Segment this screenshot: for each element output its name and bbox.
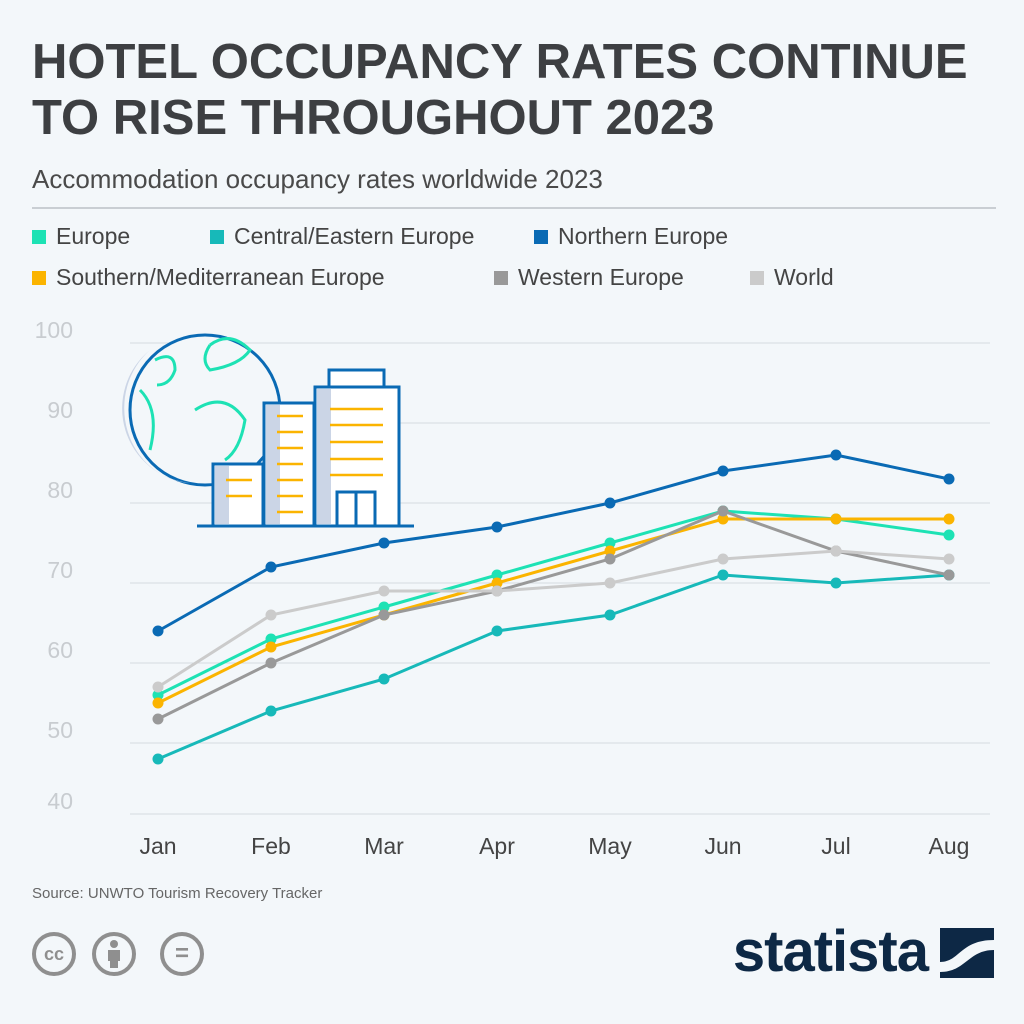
data-point	[152, 697, 164, 709]
data-point	[717, 569, 729, 581]
x-tick-label: May	[588, 833, 632, 859]
data-point	[943, 513, 955, 525]
data-point	[491, 577, 503, 589]
legend-item: Western Europe	[494, 264, 684, 291]
data-point	[943, 553, 955, 565]
y-tick-label: 80	[47, 477, 73, 503]
series-line	[157, 573, 950, 761]
data-point	[378, 537, 390, 549]
no-derivatives-icon: =	[160, 932, 204, 976]
y-tick-label: 90	[47, 397, 73, 423]
source-note: Source: UNWTO Tourism Recovery Tracker	[32, 885, 323, 902]
data-point	[604, 537, 616, 549]
page-title: HOTEL OCCUPANCY RATES CONTINUE TO RISE T…	[32, 35, 968, 145]
legend-swatch	[494, 270, 508, 285]
legend-label: Northern Europe	[558, 223, 729, 249]
data-point	[830, 513, 842, 525]
series-line	[157, 509, 950, 697]
data-point	[152, 681, 164, 693]
data-point	[152, 753, 164, 765]
data-point	[152, 625, 164, 637]
series-southern-mediterranean-europe	[152, 513, 955, 709]
x-tick-label: Aug	[929, 833, 970, 859]
series-line	[157, 509, 950, 721]
series-line	[157, 453, 950, 633]
x-tick-label: Jun	[704, 833, 741, 859]
legend-item: Europe	[32, 223, 130, 250]
data-point	[491, 569, 503, 581]
data-point	[152, 689, 164, 701]
data-point	[830, 449, 842, 461]
data-point	[717, 505, 729, 517]
legend-swatch	[32, 229, 46, 244]
data-point	[491, 585, 503, 597]
data-point	[378, 601, 390, 613]
series-europe	[152, 505, 955, 701]
x-tick-label: Feb	[251, 833, 291, 859]
legend-item: Central/Eastern Europe	[210, 223, 474, 250]
divider	[32, 207, 996, 209]
data-point	[265, 641, 277, 653]
legend-item: Southern/Mediterranean Europe	[32, 264, 385, 291]
series-line	[157, 517, 949, 705]
hotel-globe-illustration	[122, 333, 414, 528]
legend-item: Northern Europe	[534, 223, 728, 250]
legend-label: Western Europe	[518, 264, 684, 290]
x-tick-label: Jan	[139, 833, 176, 859]
data-point	[717, 513, 729, 525]
data-point	[152, 713, 164, 725]
subtitle: Accommodation occupancy rates worldwide …	[32, 164, 603, 194]
header: HOTEL OCCUPANCY RATES CONTINUE TO RISE T…	[32, 34, 1022, 303]
x-tick-label: Apr	[479, 833, 515, 859]
legend-label: Southern/Mediterranean Europe	[56, 264, 385, 290]
data-point	[943, 473, 955, 485]
data-point	[491, 625, 503, 637]
data-point	[717, 465, 729, 477]
legend-swatch	[750, 270, 764, 285]
data-point	[265, 561, 277, 573]
legend-swatch	[534, 229, 548, 244]
data-point	[265, 705, 277, 717]
data-point	[604, 545, 616, 557]
attribution-icon	[92, 932, 136, 976]
statista-logo: statista	[732, 918, 929, 985]
data-point	[943, 569, 955, 581]
y-tick-label: 60	[47, 637, 73, 663]
legend-swatch	[210, 229, 224, 244]
series-northern-europe	[152, 449, 955, 637]
legend: Europe Central/Eastern Europe Northern Eur…	[32, 223, 1012, 303]
series-line	[157, 549, 950, 689]
data-point	[830, 577, 842, 589]
legend-item: World	[750, 264, 834, 291]
data-point	[265, 657, 277, 669]
statista-logo-mark-icon	[940, 928, 994, 978]
data-point	[943, 529, 955, 541]
legend-label: World	[774, 264, 834, 290]
data-point	[830, 545, 842, 557]
data-point	[717, 553, 729, 565]
data-point	[265, 609, 277, 621]
data-point	[491, 521, 503, 533]
data-point	[378, 609, 390, 621]
x-tick-label: Jul	[821, 833, 850, 859]
data-point	[378, 673, 390, 685]
y-tick-label: 100	[35, 317, 73, 343]
brand-name: statista	[732, 919, 929, 984]
y-tick-label: 50	[47, 717, 73, 743]
legend-label: Europe	[56, 223, 131, 249]
data-point	[604, 609, 616, 621]
series-world	[152, 545, 955, 693]
legend-label: Central/Eastern Europe	[234, 223, 475, 249]
legend-swatch	[32, 270, 46, 285]
data-point	[604, 577, 616, 589]
y-tick-label: 70	[47, 557, 73, 583]
data-point	[378, 585, 390, 597]
cc-icon: cc	[32, 932, 76, 976]
y-tick-label: 40	[47, 788, 73, 814]
data-point	[604, 553, 616, 565]
data-point	[604, 497, 616, 509]
x-tick-label: Mar	[364, 833, 404, 859]
data-point	[265, 633, 277, 645]
